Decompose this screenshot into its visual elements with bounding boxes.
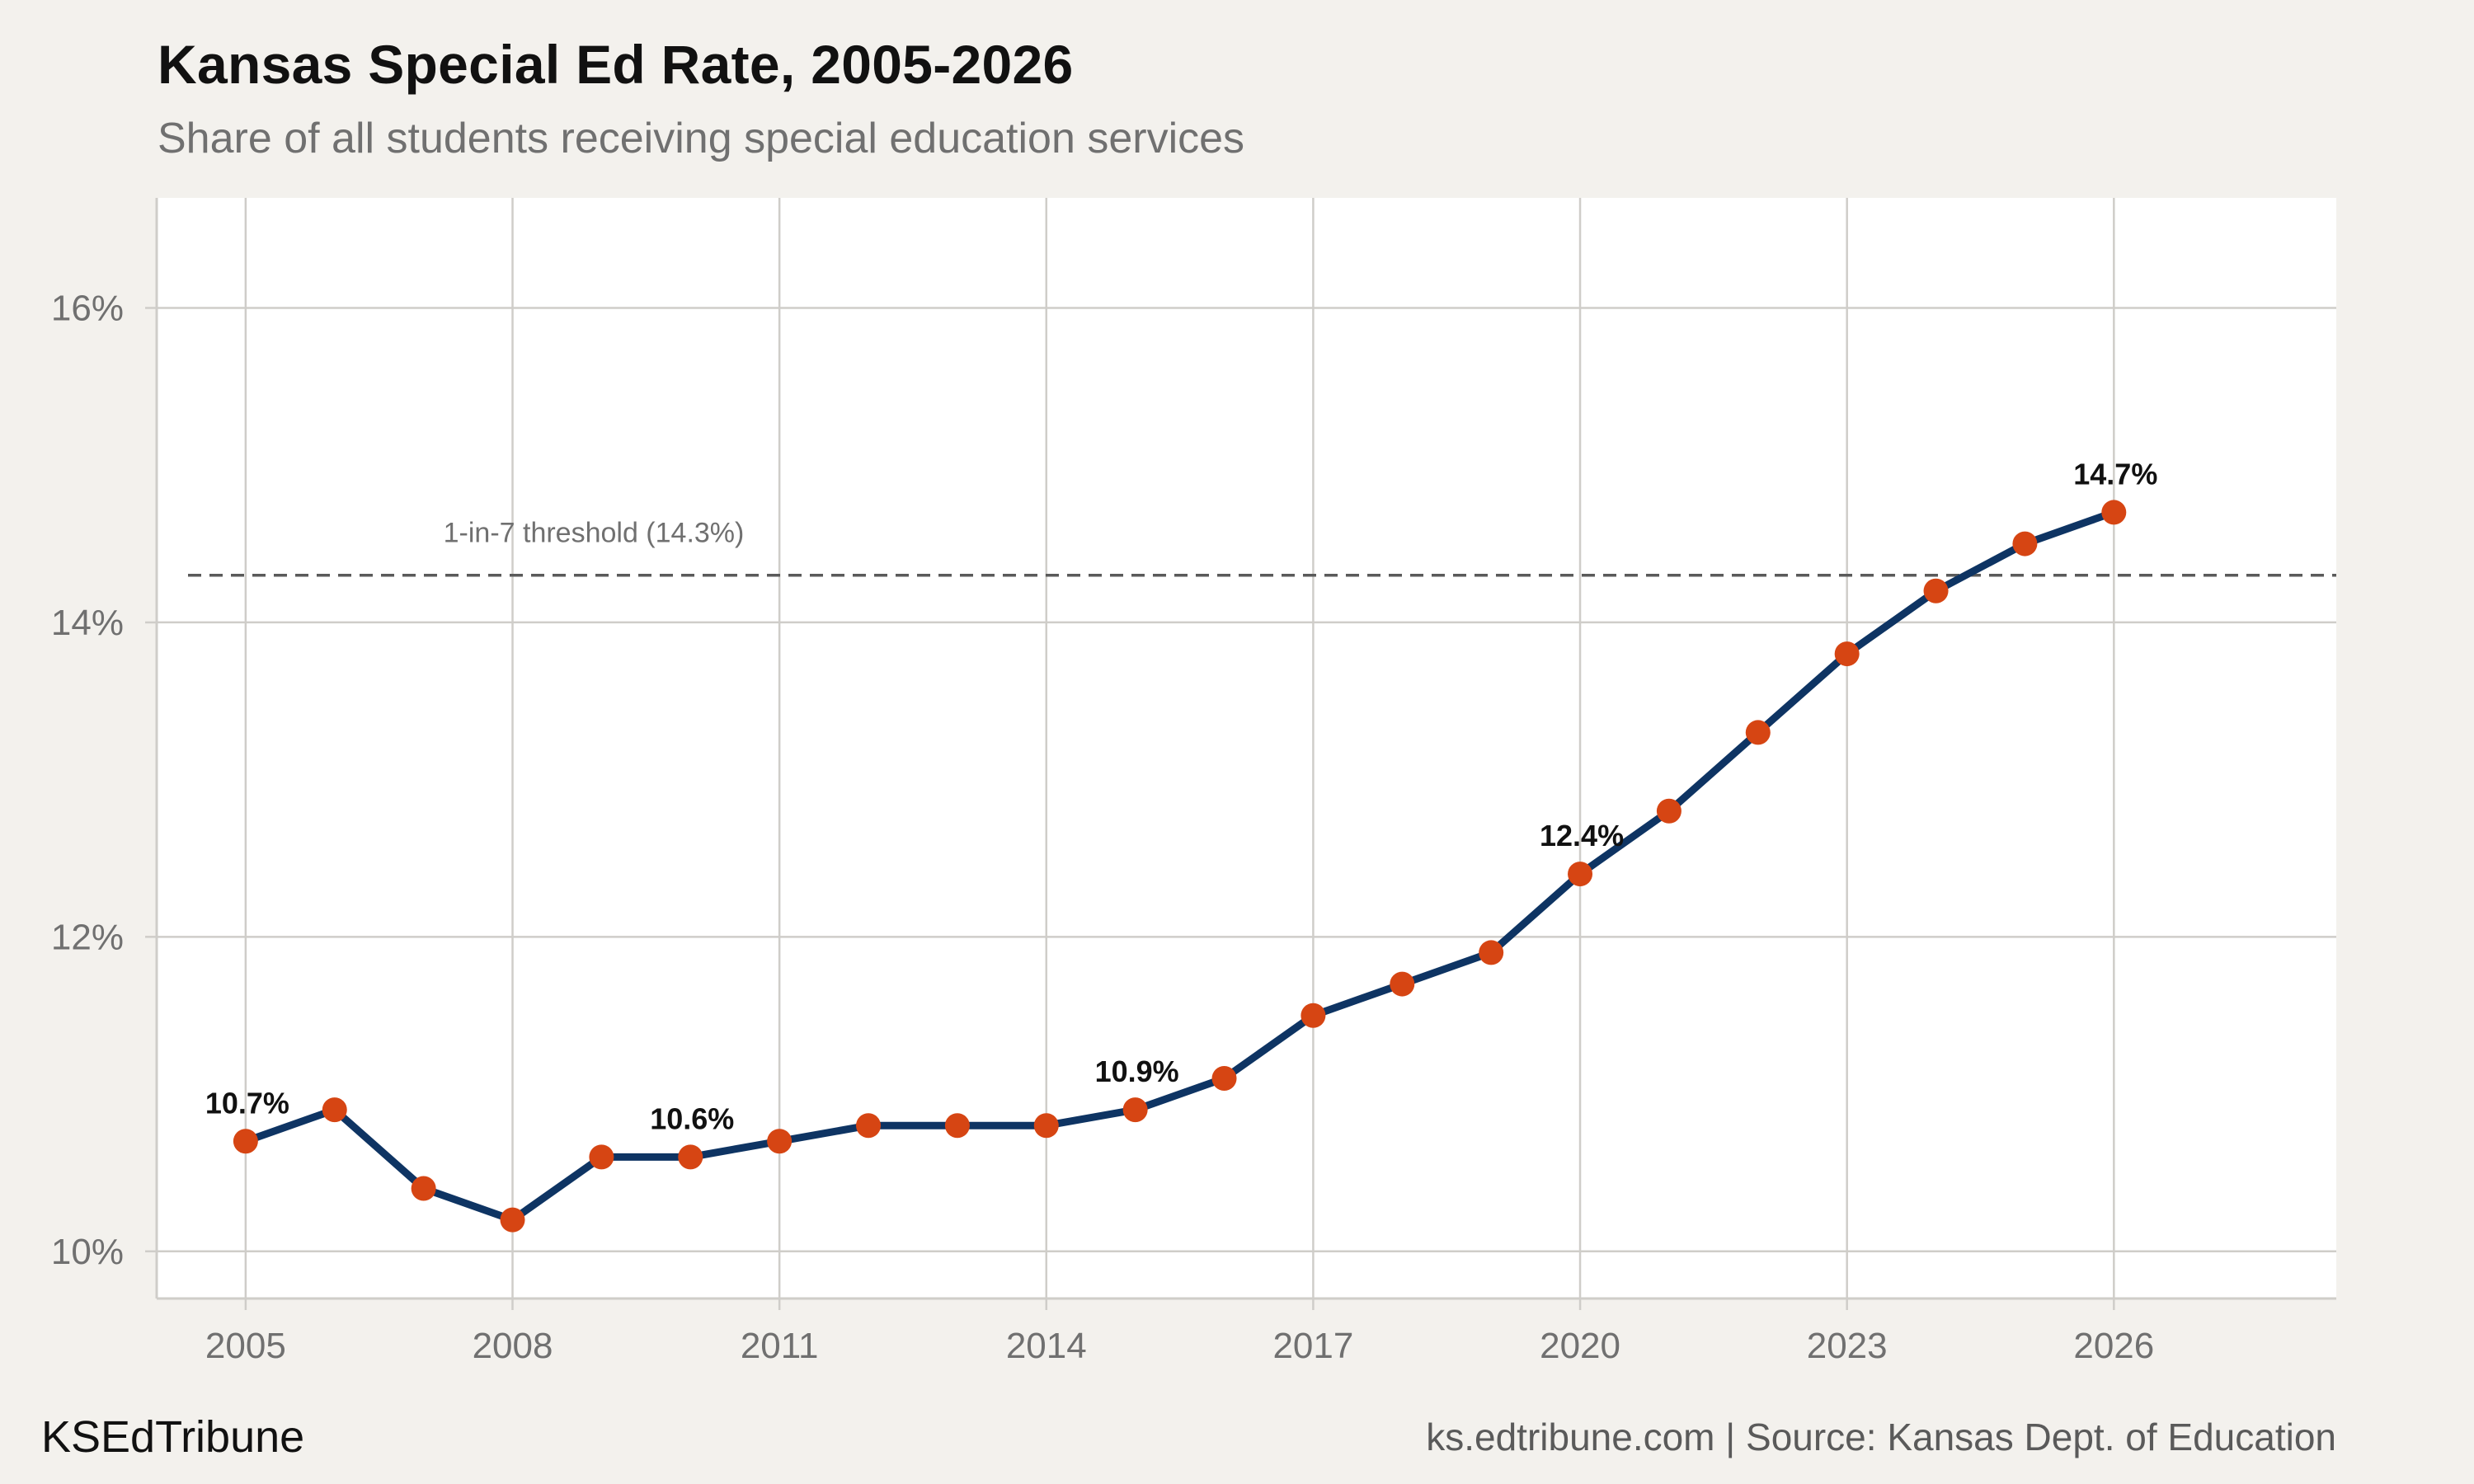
brand-logo-text: KSEdTribune: [41, 1412, 305, 1462]
x-tick-label: 2026: [2073, 1326, 2154, 1366]
data-point: [678, 1144, 703, 1170]
data-point: [1122, 1097, 1148, 1123]
chart-subtitle: Share of all students receiving special …: [158, 115, 1245, 162]
y-tick-label: 10%: [51, 1232, 124, 1272]
data-label: 14.7%: [2073, 457, 2157, 491]
data-points: [233, 500, 2127, 1233]
data-point: [1834, 641, 1860, 667]
grid-lines: [157, 198, 2336, 1298]
data-point: [1211, 1066, 1237, 1091]
threshold-reference: 1-in-7 threshold (14.3%): [188, 518, 2336, 577]
data-point: [1033, 1113, 1059, 1139]
data-point: [856, 1113, 882, 1139]
data-point: [1390, 971, 1415, 997]
data-label: 10.9%: [1095, 1054, 1179, 1088]
tick-labels: 2005 2008 2011 2014 2017 2020 2023 2026 10% 12% 14…: [51, 289, 2154, 1367]
axes: [145, 198, 2336, 1310]
x-tick-label: 2014: [1006, 1326, 1087, 1366]
data-point: [589, 1144, 614, 1170]
data-point: [944, 1113, 970, 1139]
threshold-label: 1-in-7 threshold (14.3%): [444, 518, 745, 549]
y-tick-label: 14%: [51, 603, 124, 643]
data-point: [1300, 1003, 1326, 1028]
data-point: [322, 1097, 347, 1123]
data-label: 12.4%: [1540, 819, 1624, 852]
series-line: [242, 508, 2118, 1224]
data-point: [1479, 940, 1504, 965]
data-point: [767, 1129, 793, 1154]
data-point: [233, 1129, 258, 1154]
chart-title: Kansas Special Ed Rate, 2005-2026: [158, 34, 1074, 95]
x-tick-label: 2023: [1807, 1326, 1888, 1366]
data-point: [2012, 531, 2038, 556]
x-tick-label: 2017: [1272, 1326, 1353, 1366]
x-tick-label: 2011: [741, 1326, 819, 1366]
data-label: 10.6%: [650, 1101, 734, 1135]
data-point: [1656, 798, 1681, 824]
data-point: [1745, 720, 1771, 745]
plot-panel: [157, 198, 2336, 1298]
data-point: [500, 1207, 525, 1233]
data-point: [1923, 578, 1949, 603]
data-point: [1568, 862, 1593, 887]
data-point: [411, 1176, 436, 1201]
data-label: 10.7%: [205, 1086, 289, 1120]
series-line-path: [242, 508, 2118, 1224]
x-tick-label: 2005: [205, 1326, 286, 1366]
y-tick-label: 12%: [51, 917, 124, 957]
source-credit: ks.edtribune.com | Source: Kansas Dept. …: [1426, 1416, 2336, 1458]
data-labels: 10.7% 10.6% 10.9% 12.4% 14.7%: [205, 457, 2158, 1135]
y-tick-label: 16%: [51, 289, 124, 329]
x-tick-label: 2020: [1540, 1326, 1620, 1366]
data-point: [2101, 500, 2127, 525]
x-tick-label: 2008: [473, 1326, 553, 1366]
